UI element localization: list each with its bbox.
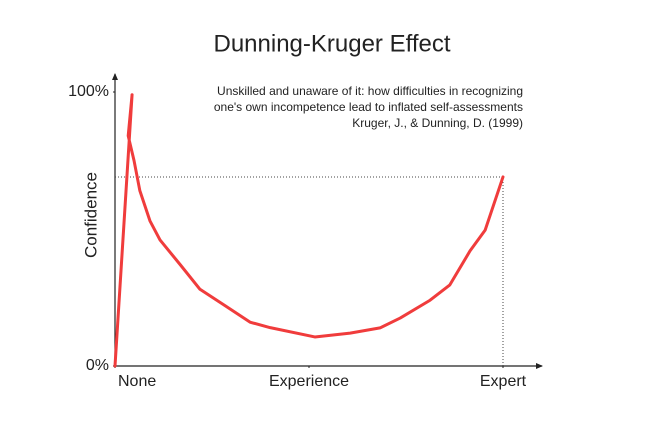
annotation: one's own incompetence lead to inflated … [214, 100, 523, 114]
y-tick-label: 100% [68, 83, 109, 100]
y-axis-label: Confidence [81, 172, 100, 258]
chart-title: Dunning-Kruger Effect [213, 30, 450, 57]
confidence-line [113, 93, 505, 368]
annotation: Unskilled and unaware of it: how difficu… [217, 84, 523, 98]
y-tick-label: 0% [86, 357, 109, 374]
x-tick-label: None [118, 373, 156, 390]
x-tick-label: Expert [480, 373, 527, 390]
x-tick-label: Experience [269, 373, 349, 390]
annotation: Kruger, J., & Dunning, D. (1999) [352, 116, 523, 130]
reference-line [115, 176, 504, 366]
